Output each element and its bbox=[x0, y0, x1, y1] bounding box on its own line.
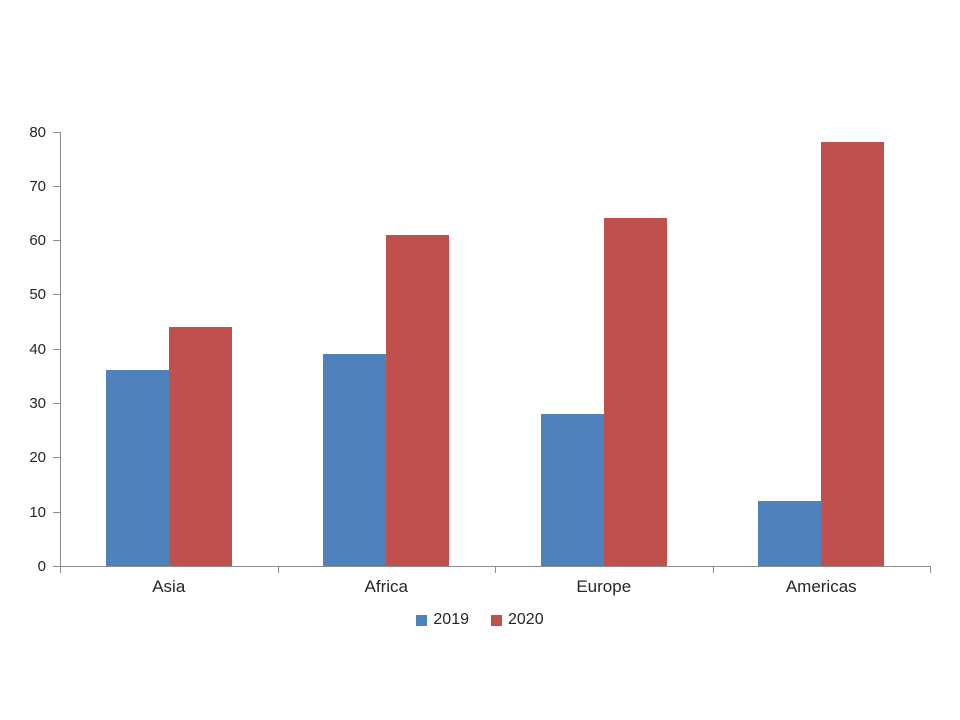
bar-2019-americas[interactable] bbox=[758, 500, 822, 566]
y-axis-tick bbox=[53, 348, 60, 350]
bar-2020-africa[interactable] bbox=[386, 234, 450, 566]
y-axis-tick bbox=[53, 566, 60, 567]
x-axis-tick bbox=[495, 567, 496, 573]
y-axis-tick-label: 50 bbox=[29, 286, 46, 304]
chart-legend: 2019 2020 bbox=[0, 612, 960, 628]
legend-item-2019[interactable]: 2019 bbox=[416, 612, 469, 628]
legend-color-swatch-2020 bbox=[491, 614, 502, 626]
y-axis-tick-label: 60 bbox=[29, 232, 46, 250]
y-axis-tick-label: 20 bbox=[29, 449, 46, 467]
legend-item-2020[interactable]: 2020 bbox=[491, 612, 544, 628]
x-axis-tick bbox=[930, 567, 931, 573]
y-axis-line bbox=[60, 131, 61, 567]
x-axis-tick bbox=[712, 567, 714, 573]
y-axis-tick bbox=[53, 403, 60, 405]
category-label-europe: Europe bbox=[576, 577, 632, 596]
category-label-americas: Americas bbox=[785, 577, 857, 596]
y-axis-tick bbox=[53, 294, 60, 296]
bar-2019-europe[interactable] bbox=[540, 413, 604, 566]
bar-2019-asia[interactable] bbox=[105, 370, 169, 566]
bar-2020-europe[interactable] bbox=[603, 218, 667, 566]
x-axis-tick bbox=[277, 567, 279, 573]
y-axis-tick-label: 30 bbox=[29, 395, 46, 413]
bar-2019-africa[interactable] bbox=[323, 354, 387, 566]
y-axis-tick-label: 10 bbox=[29, 503, 46, 521]
bar-2020-asia[interactable] bbox=[168, 327, 232, 566]
x-axis-line bbox=[60, 566, 931, 567]
category-label-asia: Asia bbox=[152, 577, 186, 596]
bar-2020-americas[interactable] bbox=[821, 142, 885, 566]
x-axis-tick bbox=[60, 567, 61, 573]
y-axis-tick-label: 80 bbox=[29, 123, 46, 141]
legend-label: 2020 bbox=[508, 611, 544, 628]
legend-color-swatch-2019 bbox=[416, 614, 428, 626]
category-label-africa: Africa bbox=[364, 577, 408, 596]
y-axis-tick bbox=[53, 131, 60, 133]
y-axis-tick-label: 40 bbox=[29, 340, 46, 358]
y-axis-tick-label: 0 bbox=[37, 558, 46, 575]
y-axis-tick bbox=[53, 185, 60, 187]
legend-label: 2019 bbox=[433, 611, 469, 628]
y-axis-tick bbox=[53, 511, 60, 513]
y-axis-tick bbox=[53, 240, 60, 242]
y-axis-tick-label: 70 bbox=[29, 177, 46, 195]
y-axis-tick bbox=[53, 457, 60, 459]
